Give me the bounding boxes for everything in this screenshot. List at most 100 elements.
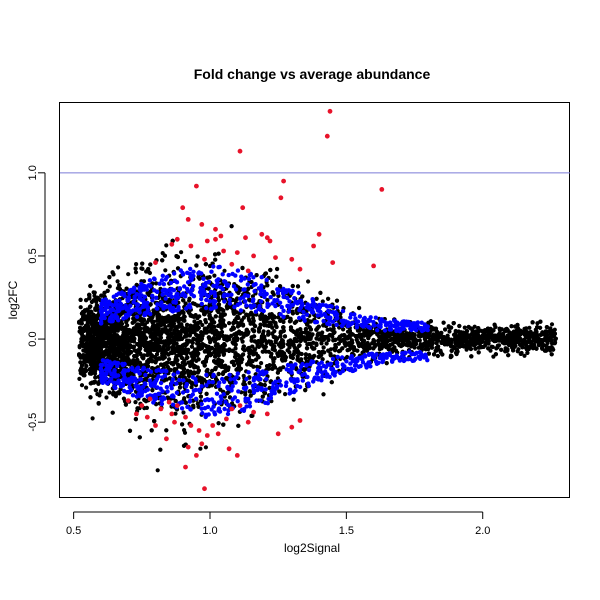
point bbox=[133, 266, 138, 271]
point bbox=[447, 329, 452, 334]
point bbox=[416, 345, 421, 350]
point bbox=[239, 336, 244, 341]
point bbox=[255, 364, 260, 369]
point bbox=[497, 326, 502, 331]
point bbox=[166, 345, 171, 350]
point bbox=[320, 299, 325, 304]
point bbox=[130, 320, 135, 325]
point bbox=[183, 259, 188, 264]
point bbox=[295, 357, 300, 362]
point bbox=[371, 346, 376, 351]
point bbox=[328, 353, 333, 358]
point bbox=[167, 357, 172, 362]
point bbox=[93, 375, 98, 380]
point bbox=[295, 354, 300, 359]
point bbox=[133, 417, 138, 422]
chart-title: Fold change vs average abundance bbox=[194, 66, 431, 82]
point bbox=[306, 279, 311, 284]
point bbox=[181, 310, 186, 315]
point bbox=[515, 349, 520, 354]
point bbox=[218, 387, 223, 392]
point bbox=[173, 398, 178, 404]
point bbox=[274, 274, 279, 279]
point bbox=[216, 421, 221, 426]
point bbox=[265, 283, 270, 288]
point bbox=[235, 314, 240, 319]
point bbox=[413, 338, 418, 343]
point bbox=[149, 428, 154, 433]
point bbox=[141, 279, 147, 284]
point bbox=[280, 338, 285, 343]
point bbox=[340, 346, 345, 351]
point bbox=[89, 371, 94, 376]
point bbox=[179, 250, 184, 255]
point bbox=[85, 320, 90, 325]
point bbox=[212, 273, 217, 278]
point bbox=[316, 354, 321, 359]
point bbox=[200, 322, 205, 328]
point bbox=[78, 305, 83, 310]
point bbox=[195, 254, 200, 259]
point bbox=[84, 385, 89, 390]
point bbox=[140, 261, 145, 266]
point bbox=[281, 319, 286, 325]
point bbox=[117, 283, 122, 288]
point bbox=[204, 344, 209, 349]
point bbox=[509, 324, 514, 329]
point bbox=[266, 329, 271, 334]
point bbox=[522, 353, 527, 358]
point bbox=[213, 366, 218, 371]
point bbox=[104, 395, 109, 400]
point bbox=[162, 253, 167, 258]
point bbox=[438, 348, 443, 353]
point bbox=[115, 279, 120, 284]
point bbox=[97, 393, 102, 398]
point bbox=[137, 435, 142, 440]
point bbox=[203, 445, 208, 450]
point bbox=[325, 327, 330, 332]
point bbox=[103, 280, 108, 286]
point bbox=[88, 304, 93, 309]
point bbox=[462, 325, 467, 330]
point bbox=[133, 400, 138, 405]
point bbox=[314, 296, 319, 301]
point bbox=[194, 263, 199, 268]
point bbox=[134, 262, 139, 267]
point bbox=[490, 344, 495, 350]
point bbox=[126, 272, 131, 277]
point bbox=[249, 310, 254, 315]
point bbox=[121, 396, 126, 401]
point bbox=[79, 383, 85, 388]
point bbox=[182, 430, 188, 435]
point bbox=[259, 361, 264, 366]
point bbox=[291, 397, 296, 402]
point bbox=[164, 243, 169, 248]
point bbox=[213, 257, 218, 262]
point bbox=[270, 290, 275, 295]
point bbox=[303, 388, 308, 393]
point bbox=[177, 385, 183, 390]
point bbox=[435, 353, 440, 359]
point bbox=[318, 290, 323, 295]
point bbox=[195, 303, 200, 308]
point bbox=[549, 322, 555, 327]
point bbox=[158, 447, 163, 452]
point bbox=[202, 326, 208, 331]
point bbox=[246, 316, 251, 321]
point bbox=[204, 391, 209, 396]
point bbox=[107, 275, 112, 280]
point bbox=[296, 349, 301, 354]
point bbox=[171, 331, 176, 336]
point bbox=[173, 411, 178, 416]
point bbox=[307, 353, 312, 358]
point bbox=[155, 468, 160, 473]
plot-frame bbox=[59, 102, 570, 498]
point bbox=[107, 284, 112, 289]
point bbox=[154, 281, 159, 286]
point bbox=[160, 347, 165, 352]
point bbox=[150, 388, 155, 393]
point bbox=[258, 322, 263, 327]
point bbox=[107, 390, 112, 395]
point bbox=[215, 342, 220, 347]
point bbox=[93, 306, 98, 311]
